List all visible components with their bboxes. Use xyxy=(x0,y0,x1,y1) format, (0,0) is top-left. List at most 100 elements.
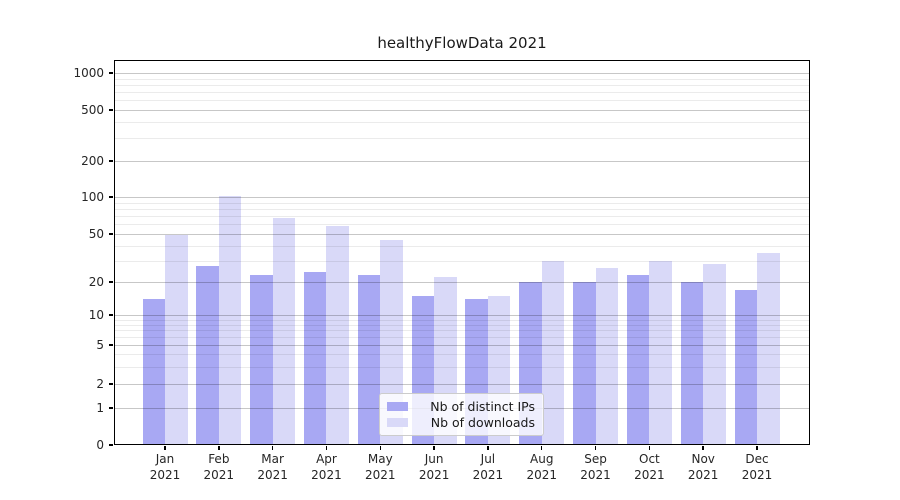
y-tick-label: 500 xyxy=(81,103,104,117)
x-tick-month: Dec xyxy=(745,452,769,466)
x-tick-mark xyxy=(540,446,543,450)
y-tick-label: 20 xyxy=(88,275,104,289)
y-tick-mark xyxy=(109,444,113,446)
bar-distinct-ips-feb xyxy=(196,266,219,445)
x-tick-label-jan: Jan 2021 xyxy=(135,451,195,483)
x-tick-month: Jan xyxy=(155,452,175,466)
x-tick-mark xyxy=(487,446,489,450)
major-gridline xyxy=(114,384,810,385)
bar-distinct-ips-oct xyxy=(626,274,650,445)
x-tick-label-may: May 2021 xyxy=(350,451,410,483)
x-tick-month: Jul xyxy=(480,452,496,466)
minor-gridline xyxy=(114,202,810,204)
bar-downloads-jan xyxy=(165,235,188,445)
y-tick-mark xyxy=(109,344,113,346)
legend-label-downloads: Nb of downloads xyxy=(430,415,535,431)
bar-downloads-aug xyxy=(541,260,565,445)
bar-distinct-ips-mar xyxy=(250,274,273,445)
legend-row-downloads: Nb of downloads xyxy=(387,415,535,431)
x-tick-label-mar: Mar 2021 xyxy=(243,451,303,483)
legend-label-distinct-ips: Nb of distinct IPs xyxy=(430,398,535,414)
major-gridline xyxy=(114,73,810,74)
chart-title: healthyFlowData 2021 xyxy=(377,34,547,52)
x-tick-year: 2021 xyxy=(634,468,665,482)
legend-row-distinct-ips: Nb of distinct IPs xyxy=(387,398,535,414)
minor-gridline xyxy=(114,245,810,247)
y-tick-mark xyxy=(109,383,113,385)
x-tick-month: Jun xyxy=(424,452,444,466)
bar-downloads-feb xyxy=(218,196,242,445)
x-tick-mark xyxy=(379,446,382,450)
x-tick-mark xyxy=(756,446,758,450)
x-tick-mark xyxy=(164,446,166,450)
y-tick-label: 100 xyxy=(81,190,104,204)
bar-downloads-apr xyxy=(326,226,349,445)
x-tick-label-sep: Sep 2021 xyxy=(566,451,626,483)
y-tick-label: 0 xyxy=(96,438,104,452)
x-tick-label-feb: Feb 2021 xyxy=(189,451,249,483)
y-tick-mark xyxy=(109,160,113,162)
y-tick-mark xyxy=(109,281,113,283)
x-tick-label-jul: Jul 2021 xyxy=(458,451,518,483)
x-tick-mark xyxy=(325,446,328,450)
x-tick-label-aug: Aug 2021 xyxy=(512,451,572,483)
bar-downloads-oct xyxy=(649,260,672,445)
minor-gridline xyxy=(114,324,810,326)
minor-gridline xyxy=(114,224,810,226)
y-tick-label: 5 xyxy=(96,338,104,352)
minor-gridline xyxy=(114,78,810,80)
y-tick-mark xyxy=(109,233,113,235)
x-tick-month: Aug xyxy=(530,452,554,466)
x-tick-year: 2021 xyxy=(203,468,235,482)
minor-gridline xyxy=(114,216,810,218)
x-tick-month: May xyxy=(367,452,393,466)
y-tick-label: 2 xyxy=(96,377,104,391)
bar-downloads-sep xyxy=(595,268,619,445)
x-tick-year: 2021 xyxy=(149,468,181,482)
major-gridline xyxy=(114,161,810,162)
x-tick-mark xyxy=(648,446,651,450)
major-gridline xyxy=(114,315,810,316)
x-tick-label-nov: Nov 2021 xyxy=(673,451,733,483)
x-tick-month: Nov xyxy=(691,452,715,466)
x-tick-year: 2021 xyxy=(472,468,504,482)
x-tick-mark xyxy=(271,446,274,450)
y-tick-mark xyxy=(109,314,113,316)
major-gridline xyxy=(114,234,810,235)
y-tick-label: 1000 xyxy=(73,66,104,80)
minor-gridline xyxy=(114,319,810,321)
major-gridline xyxy=(114,110,810,111)
x-tick-mark xyxy=(433,446,435,450)
x-tick-year: 2021 xyxy=(364,468,396,482)
y-tick-label: 1 xyxy=(96,401,104,415)
x-tick-mark xyxy=(702,446,704,450)
minor-gridline xyxy=(114,330,810,332)
x-tick-year: 2021 xyxy=(526,468,557,482)
minor-gridline xyxy=(114,354,810,356)
minor-gridline xyxy=(114,208,810,210)
bar-downloads-mar xyxy=(272,217,296,445)
x-tick-year: 2021 xyxy=(741,468,773,482)
x-tick-month: Feb xyxy=(208,452,230,466)
major-gridline xyxy=(114,345,810,346)
x-tick-year: 2021 xyxy=(257,468,288,482)
bar-downloads-dec xyxy=(757,252,780,445)
bar-distinct-ips-jan xyxy=(142,298,165,445)
legend-swatch-distinct-ips xyxy=(387,401,408,411)
major-gridline xyxy=(114,282,810,283)
bar-downloads-nov xyxy=(703,264,726,445)
y-tick-mark xyxy=(109,196,113,198)
minor-gridline xyxy=(114,366,810,368)
bar-distinct-ips-apr xyxy=(303,272,327,445)
bar-distinct-ips-may xyxy=(357,274,381,445)
minor-gridline xyxy=(114,337,810,339)
x-tick-label-oct: Oct 2021 xyxy=(619,451,679,483)
bar-distinct-ips-sep xyxy=(573,282,596,445)
minor-gridline xyxy=(114,92,810,94)
y-tick-mark xyxy=(109,72,113,74)
minor-gridline xyxy=(114,122,810,124)
x-tick-month: Oct xyxy=(639,452,660,466)
x-tick-year: 2021 xyxy=(311,468,342,482)
y-tick-mark xyxy=(109,407,113,409)
